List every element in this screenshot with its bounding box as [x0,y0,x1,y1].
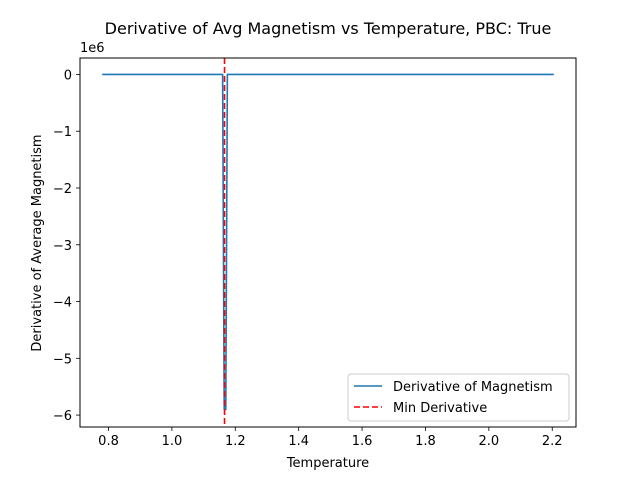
y-tick-label: −2 [53,182,72,197]
chart-title: Derivative of Avg Magnetism vs Temperatu… [105,19,552,38]
y-tick-label: 0 [64,68,72,83]
y-offset-text: 1e6 [80,41,105,56]
y-tick-label: −5 [53,352,72,367]
y-tick-label: −1 [53,125,72,140]
x-tick-label: 2.2 [542,434,563,449]
legend-box [347,373,570,422]
y-axis-label: Derivative of Average Magnetism [30,134,45,351]
legend-label: Derivative of Magnetism [393,380,553,395]
x-axis-label: Temperature [286,456,369,471]
y-tick-label: −3 [53,239,72,254]
x-tick-label: 2.0 [478,434,499,449]
y-tick-label: −4 [53,296,72,311]
x-tick-label: 1.6 [352,434,373,449]
plot-area [102,58,554,427]
x-tick-label: 1.4 [288,434,309,449]
legend: Derivative of Magnetism Min Derivative [347,373,570,422]
axes-frame [79,57,577,428]
x-tick-label: 1.0 [162,434,183,449]
x-axis: 0.8 1.0 1.2 1.4 1.6 1.8 2.0 2.2 [98,427,563,449]
y-tick-label: −6 [53,409,72,424]
legend-label: Min Derivative [393,401,487,416]
x-tick-label: 0.8 [98,434,119,449]
y-axis: 0 −1 −2 −3 −4 −5 −6 [53,68,80,424]
x-tick-label: 1.8 [415,434,436,449]
x-tick-label: 1.2 [225,434,246,449]
